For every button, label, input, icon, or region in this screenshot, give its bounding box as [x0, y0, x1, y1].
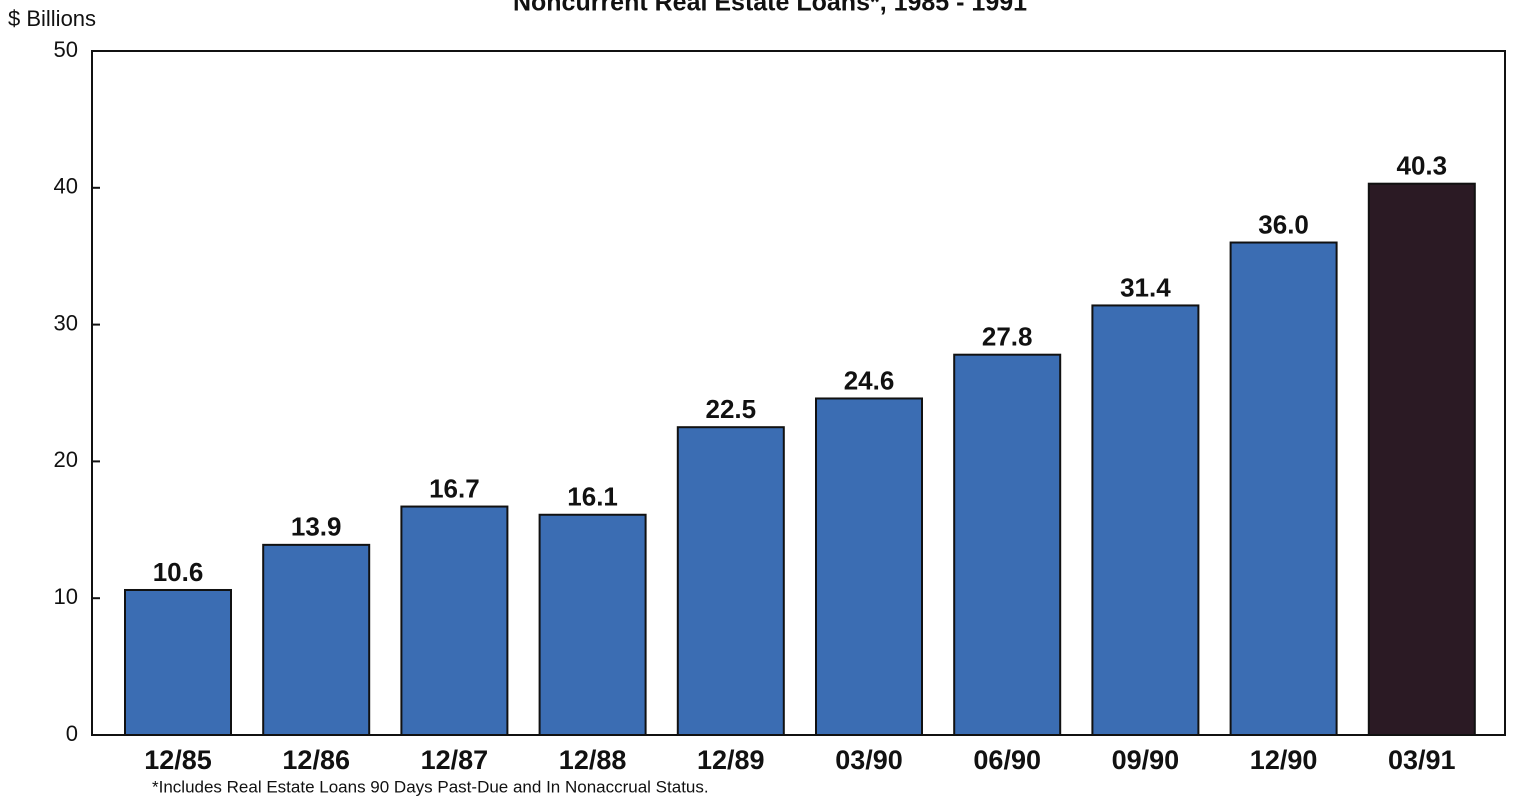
y-tick-label: 40 [54, 174, 78, 199]
x-tick-label: 12/89 [697, 745, 765, 775]
y-tick-label: 30 [54, 310, 78, 335]
y-tick-label: 10 [54, 584, 78, 609]
bar [953, 353, 1062, 736]
bar [1229, 241, 1338, 737]
value-label: 22.5 [705, 394, 756, 424]
x-tick-label: 12/87 [421, 745, 489, 775]
x-tick-label: 12/88 [559, 745, 627, 775]
y-tick-label: 20 [54, 447, 78, 472]
x-tick-label: 12/90 [1250, 745, 1318, 775]
y-axis-label: $ Billions [8, 6, 96, 31]
plot-frame [91, 50, 1506, 736]
bar [400, 505, 509, 736]
bar [538, 513, 647, 737]
y-tick-label: 0 [66, 721, 78, 746]
x-tick-label: 03/91 [1388, 745, 1456, 775]
value-label: 31.4 [1120, 272, 1171, 302]
value-label: 27.8 [982, 322, 1033, 352]
bar [815, 397, 923, 736]
bar [124, 588, 232, 736]
value-label: 40.3 [1396, 151, 1447, 181]
bar [1091, 304, 1200, 736]
x-tick-label: 09/90 [1112, 745, 1180, 775]
value-label: 16.1 [567, 482, 618, 512]
value-label: 16.7 [429, 473, 480, 503]
x-tick-label: 03/90 [835, 745, 903, 775]
value-label: 13.9 [291, 512, 342, 542]
bar [1367, 182, 1476, 737]
value-label: 36.0 [1258, 209, 1309, 239]
x-tick-label: 06/90 [973, 745, 1041, 775]
bar [262, 543, 371, 737]
value-label: 24.6 [844, 365, 895, 395]
x-tick-label: 12/85 [144, 745, 212, 775]
footnote: *Includes Real Estate Loans 90 Days Past… [152, 777, 709, 796]
bar [676, 426, 785, 736]
chart-title: Noncurrent Real Estate Loans*, 1985 - 19… [513, 0, 1027, 17]
y-tick-label: 50 [54, 37, 78, 62]
value-label: 10.6 [153, 557, 204, 587]
x-tick-label: 12/86 [282, 745, 350, 775]
